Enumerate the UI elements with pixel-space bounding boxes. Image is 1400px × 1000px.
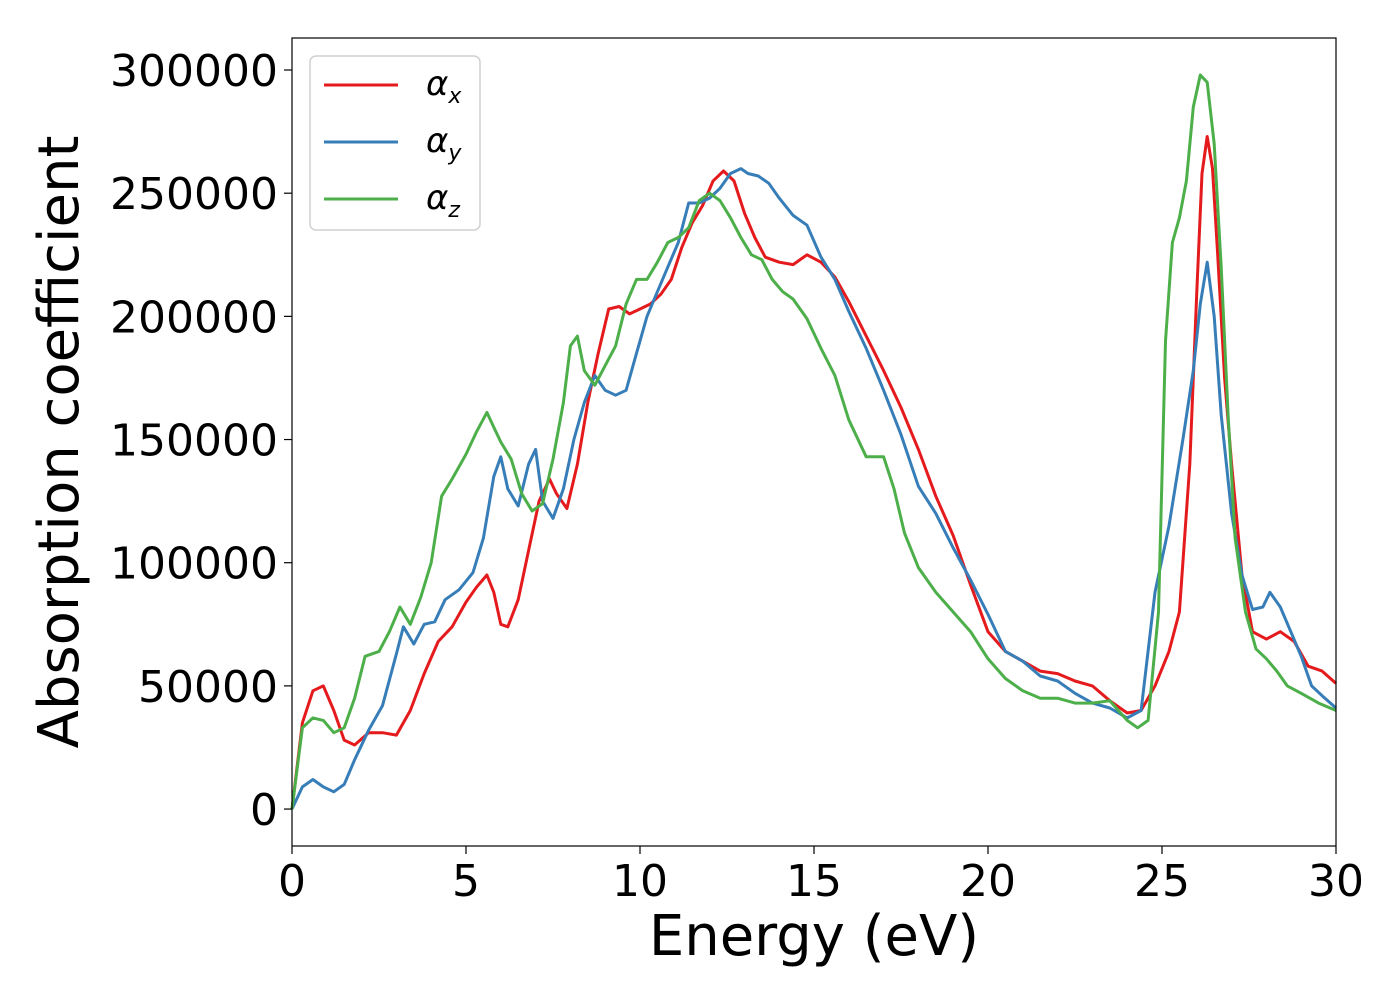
y-tick-label: 250000 <box>110 169 278 220</box>
axis-ticks: 0 5 10 15 20 25 30 0 50000 100000 150000 200000 2500… <box>110 46 1364 907</box>
y-tick-label: 100000 <box>110 539 278 590</box>
legend-label-x: αx <box>426 64 462 109</box>
x-tick-label: 20 <box>960 856 1016 907</box>
series-line-x <box>290 135 1337 810</box>
y-tick-label: 0 <box>250 785 278 836</box>
x-tick-label: 5 <box>452 856 480 907</box>
x-tick-label: 30 <box>1308 856 1364 907</box>
legend-label-z: αz <box>426 178 460 223</box>
y-axis-label: Absorption coefficient <box>27 136 92 749</box>
series-lines <box>290 73 1337 810</box>
legend-label-y: αy <box>426 121 462 166</box>
x-tick-label: 25 <box>1134 856 1190 907</box>
y-tick-label: 50000 <box>138 662 278 713</box>
series-line-z <box>290 73 1337 810</box>
legend: αx αy αz <box>309 55 481 231</box>
x-axis-label: Energy (eV) <box>649 904 979 969</box>
series-line-y <box>290 167 1337 810</box>
y-tick-label: 200000 <box>110 292 278 343</box>
x-tick-label: 10 <box>612 856 668 907</box>
x-tick-label: 15 <box>786 856 842 907</box>
x-tick-label: 0 <box>278 856 306 907</box>
y-tick-label: 150000 <box>110 416 278 467</box>
y-tick-label: 300000 <box>110 46 278 97</box>
